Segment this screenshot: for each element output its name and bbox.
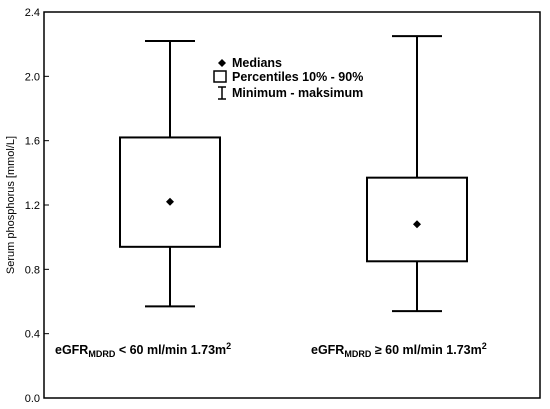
y-tick-label: 2.4 bbox=[25, 7, 40, 19]
legend-label-medians: Medians bbox=[232, 56, 282, 70]
boxes bbox=[119, 35, 468, 313]
group-label-1: eGFRMDRD < 60 ml/min 1.73m2 bbox=[55, 341, 231, 359]
percentile-box bbox=[366, 176, 468, 263]
legend-box-marker bbox=[213, 70, 227, 83]
box-group-2 bbox=[366, 35, 468, 313]
y-tick-label: 0.4 bbox=[25, 329, 40, 341]
y-axis-ticks: 0.0 0.4 0.8 1.2 1.6 2.0 2.4 bbox=[25, 7, 49, 405]
legend: Medians Percentiles 10% - 90% Minimum - … bbox=[213, 56, 363, 100]
median-marker bbox=[166, 197, 174, 206]
y-tick-label: 1.6 bbox=[25, 136, 40, 148]
percentile-box bbox=[119, 136, 221, 248]
y-tick-label: 1.2 bbox=[25, 200, 40, 212]
box-group-1 bbox=[119, 39, 221, 308]
legend-label-percentiles: Percentiles 10% - 90% bbox=[232, 70, 363, 84]
y-tick-label: 2.0 bbox=[25, 71, 40, 83]
group-label-2: eGFRMDRD ≥ 60 ml/min 1.73m2 bbox=[311, 341, 487, 359]
legend-whisker-marker bbox=[218, 86, 226, 100]
y-tick-label: 0.8 bbox=[25, 264, 40, 276]
median-marker bbox=[413, 220, 421, 229]
y-axis-title: Serum phosphorus [mmol/L] bbox=[5, 136, 17, 274]
group-labels: eGFRMDRD < 60 ml/min 1.73m2 eGFRMDRD ≥ 60… bbox=[55, 341, 487, 359]
legend-label-min-max: Minimum - maksimum bbox=[232, 86, 363, 100]
y-tick-label: 0.0 bbox=[25, 393, 40, 405]
legend-diamond-marker bbox=[218, 59, 226, 67]
